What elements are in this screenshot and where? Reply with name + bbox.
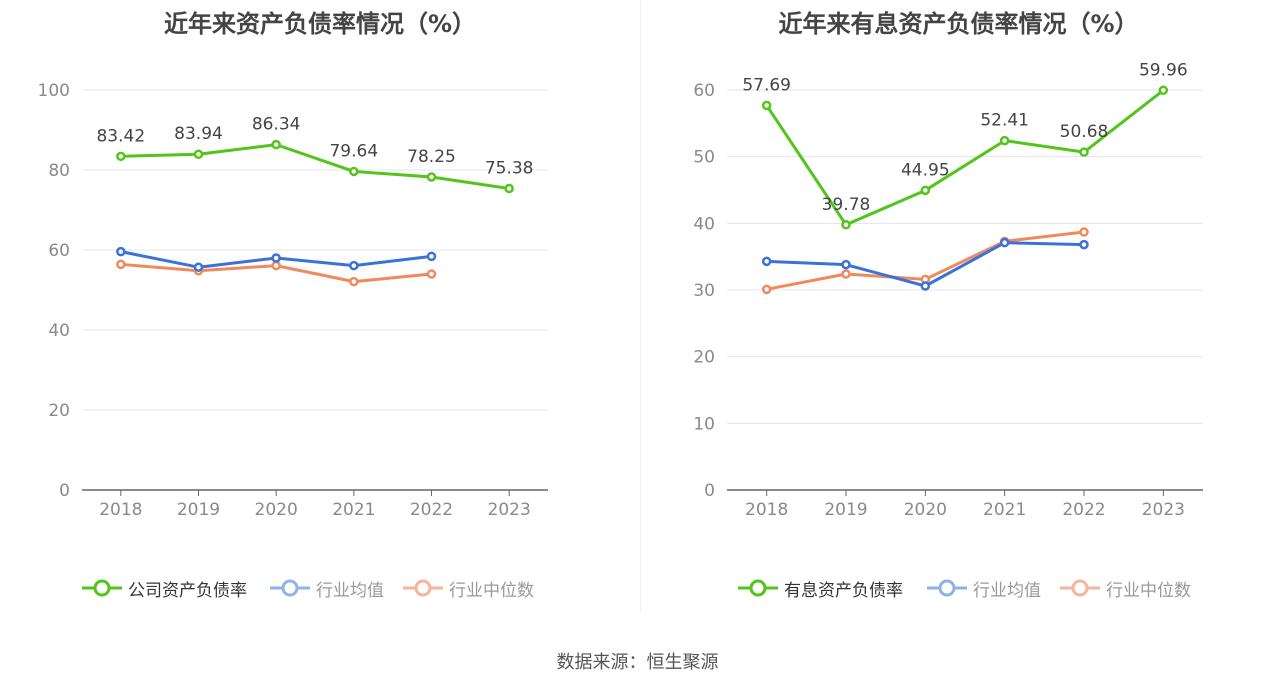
legend-marker-avg [927,579,967,597]
legend-item-company[interactable]: 有息资产负债率 [738,574,903,602]
y-tick-label: 10 [693,414,715,434]
data-point-company[interactable] [920,185,931,196]
x-tick-label: 2023 [1142,500,1185,520]
legend: 公司资产负债率 行业均值 行业中位数 [0,574,640,602]
y-tick-label: 80 [48,161,70,181]
data-point-company[interactable] [761,100,772,111]
legend-label: 公司资产负债率 [128,580,247,601]
y-tick-label: 30 [693,281,715,301]
data-point-median[interactable] [1079,227,1089,237]
data-point-company[interactable] [841,220,851,230]
x-tick-label: 2020 [904,500,947,520]
x-tick-label: 2023 [488,500,531,520]
data-label: 57.69 [742,75,791,95]
data-point-median[interactable] [271,260,281,271]
data-point-company[interactable] [349,166,359,177]
legend-item-avg[interactable]: 行业均值 [270,574,384,602]
data-point-avg[interactable] [999,237,1010,248]
data-label: 78.25 [407,147,456,167]
data-point-avg[interactable] [349,260,359,271]
legend-marker-company [738,579,778,597]
data-point-company[interactable] [504,183,514,194]
data-point-avg[interactable] [761,256,772,267]
data-point-company[interactable] [1079,147,1089,157]
y-tick-label: 0 [704,481,715,501]
y-tick-label: 40 [693,214,715,234]
data-label: 44.95 [901,160,950,180]
data-label: 86.34 [252,115,301,135]
chart-panel-interest-bearing-debt-ratio: 近年来有息资产负债率情况（%） 0 10 20 30 40 50 60 2018 2019 202… [642,0,1275,610]
x-tick-label: 2021 [332,500,375,520]
data-point-company[interactable] [999,135,1010,146]
data-point-avg[interactable] [1079,239,1089,250]
data-point-avg[interactable] [271,253,281,263]
legend-marker-company [82,579,122,597]
legend-label: 行业中位数 [1106,580,1191,601]
chart-panel-debt-ratio: 近年来资产负债率情况（%） 0 20 40 60 80 100 2018 2019 2020 20… [0,0,640,610]
y-tick-label: 40 [48,321,70,341]
series-line-company [765,89,1165,227]
data-label: 79.64 [329,141,378,161]
legend-item-company[interactable]: 公司资产负债率 [82,574,247,602]
debt-ratio-chart: 0 20 40 60 80 100 2018 2019 2020 2021 2022 2023 83.4… [38,81,548,520]
legend-label: 行业均值 [973,580,1041,601]
y-tick-label: 100 [38,81,70,101]
legend-marker-median [1060,579,1100,597]
data-source-note: 数据来源：恒生聚源 [556,652,719,673]
data-label: 75.38 [485,158,534,178]
data-point-median[interactable] [116,259,126,270]
data-label: 52.41 [980,111,1029,131]
data-point-company[interactable] [1158,85,1169,96]
y-tick-label: 60 [693,81,715,101]
data-point-median[interactable] [426,269,437,279]
interest-bearing-debt-ratio-chart: 0 10 20 30 40 50 60 2018 2019 2020 2021 2022 2023 57.… [693,60,1203,520]
x-tick-label: 2019 [177,500,220,520]
y-tick-label: 0 [59,481,70,501]
panel-divider [640,0,641,612]
data-point-avg[interactable] [426,251,437,262]
data-point-avg[interactable] [116,246,126,257]
data-point-avg[interactable] [920,281,931,291]
x-tick-label: 2020 [255,500,298,520]
chart-title: 近年来资产负债率情况（%） [163,10,477,38]
data-label: 39.78 [822,195,871,215]
legend-item-avg[interactable]: 行业均值 [927,574,1041,602]
series-line-company [120,143,510,190]
legend-label: 有息资产负债率 [784,580,903,601]
y-tick-label: 20 [693,348,715,368]
data-label: 50.68 [1060,122,1109,142]
data-point-company[interactable] [271,139,281,150]
data-label: 83.94 [174,124,223,144]
x-tick-label: 2022 [1062,500,1105,520]
legend: 有息资产负债率 行业均值 行业中位数 [642,574,1275,602]
legend-label: 行业中位数 [449,580,534,601]
chart-title: 近年来有息资产负债率情况（%） [778,10,1139,38]
data-point-avg[interactable] [841,259,851,270]
data-point-company[interactable] [193,149,204,159]
x-tick-label: 2021 [983,500,1026,520]
x-tick-label: 2018 [99,500,142,520]
data-point-median[interactable] [349,276,359,287]
legend-label: 行业均值 [316,580,384,601]
data-point-median[interactable] [841,269,851,279]
legend-marker-median [403,579,443,597]
data-point-median[interactable] [761,284,772,295]
legend-marker-avg [270,579,310,597]
data-point-avg[interactable] [193,262,204,272]
legend-item-median[interactable]: 行业中位数 [1060,574,1191,602]
data-label: 59.96 [1139,60,1188,80]
y-tick-label: 20 [48,401,70,421]
y-tick-label: 50 [693,148,715,168]
data-label: 83.42 [96,126,145,146]
data-point-company[interactable] [426,172,437,182]
legend-item-median[interactable]: 行业中位数 [403,574,534,602]
data-point-company[interactable] [116,151,126,162]
x-tick-label: 2018 [745,500,788,520]
x-tick-label: 2019 [824,500,867,520]
y-tick-label: 60 [48,241,70,261]
x-tick-label: 2022 [410,500,453,520]
